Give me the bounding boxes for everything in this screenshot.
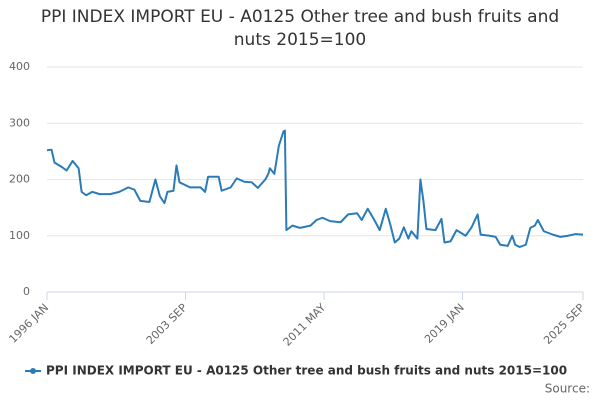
legend-marker: [30, 368, 36, 374]
x-tick-label: 2025 SEP: [541, 301, 587, 347]
chart-title: PPI INDEX IMPORT EU - A0125 Other tree a…: [40, 7, 560, 50]
x-tick-label: 2003 SEP: [144, 301, 190, 347]
y-tick-label: 200: [9, 173, 30, 186]
data-line: [46, 129, 584, 248]
y-tick-label: 0: [23, 285, 30, 298]
y-tick-label: 300: [9, 116, 30, 129]
y-tick-label: 400: [9, 60, 30, 73]
source-label: Source:: [545, 382, 590, 396]
x-tick-label: 1996 JAN: [6, 301, 51, 346]
y-tick-label: 100: [9, 229, 30, 242]
x-tick-label: 2011 MAY: [281, 301, 329, 349]
x-tick-label: 2019 JAN: [422, 301, 467, 346]
legend-label: PPI INDEX IMPORT EU - A0125 Other tree a…: [46, 364, 567, 378]
